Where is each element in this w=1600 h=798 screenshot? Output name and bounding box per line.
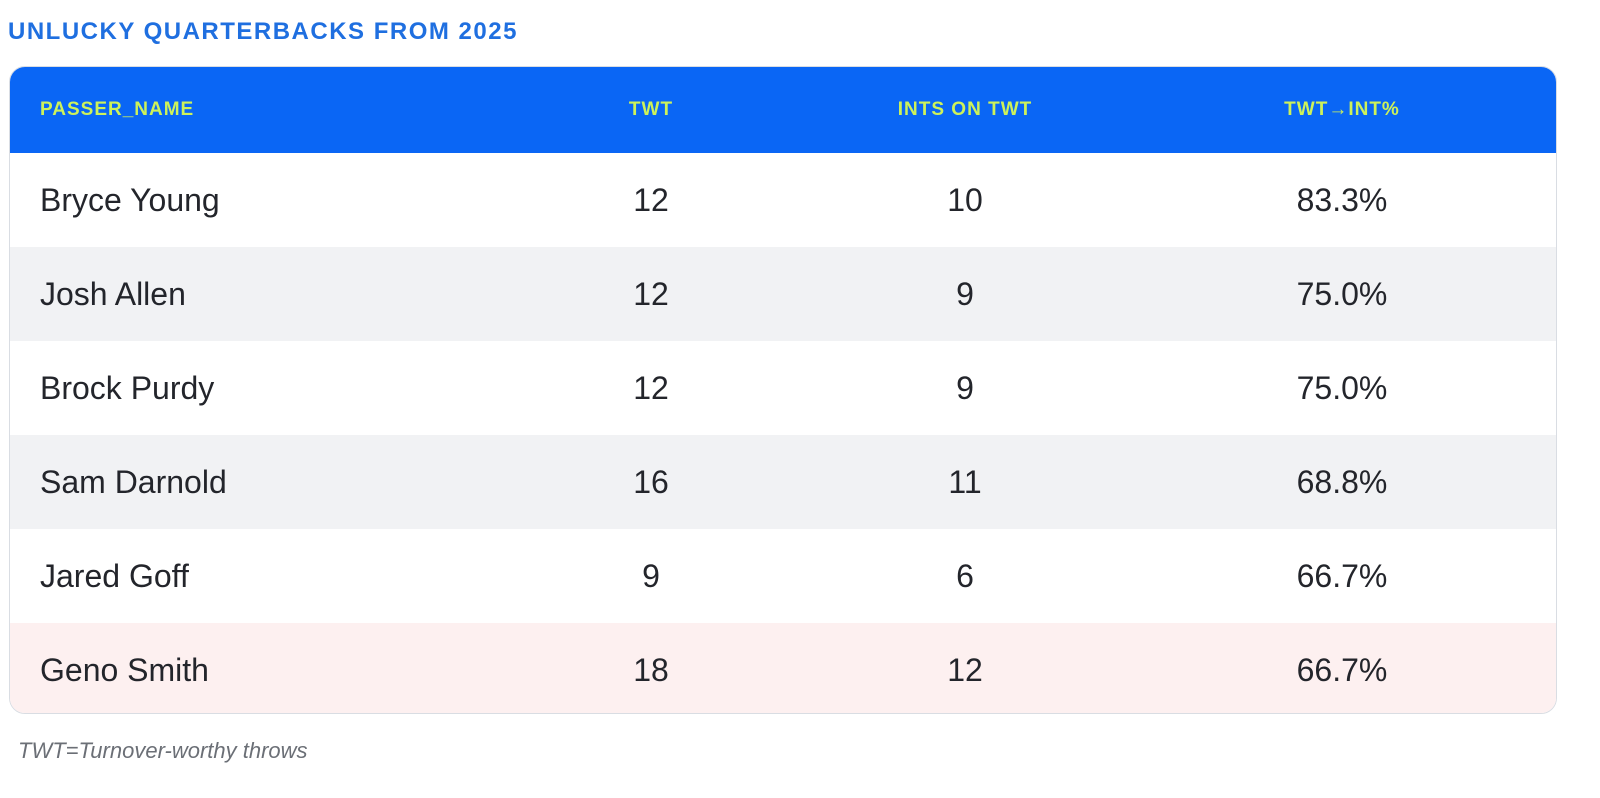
table-row: Jared Goff 9 6 66.7% bbox=[10, 529, 1556, 623]
cell-twt-int-pct: 75.0% bbox=[1296, 275, 1388, 312]
table-row: Bryce Young 12 10 83.3% bbox=[10, 153, 1556, 247]
cell-ints-on-twt: 6 bbox=[956, 557, 974, 594]
table-row: Brock Purdy 12 9 75.0% bbox=[10, 341, 1556, 435]
data-table: PASSER_NAME TWT INTS ON TWT TWT→INT% Bry… bbox=[10, 67, 1556, 713]
column-header-twt-int-pct: TWT→INT% bbox=[1284, 99, 1400, 120]
data-table-card: PASSER_NAME TWT INTS ON TWT TWT→INT% Bry… bbox=[9, 66, 1557, 714]
cell-ints-on-twt: 12 bbox=[947, 651, 983, 688]
cell-passer-name: Brock Purdy bbox=[40, 369, 215, 406]
cell-twt-int-pct: 66.7% bbox=[1296, 557, 1388, 594]
cell-passer-name: Sam Darnold bbox=[40, 463, 227, 500]
column-header-ints-on-twt: INTS ON TWT bbox=[897, 99, 1033, 120]
cell-ints-on-twt: 9 bbox=[956, 275, 974, 312]
cell-ints-on-twt: 11 bbox=[948, 463, 982, 500]
cell-passer-name: Jared Goff bbox=[40, 557, 189, 594]
chart-title: UNLUCKY QUARTERBACKS FROM 2025 bbox=[8, 18, 518, 45]
cell-twt: 9 bbox=[642, 557, 660, 594]
cell-passer-name: Bryce Young bbox=[40, 181, 220, 218]
table-row-highlighted: Geno Smith 18 12 66.7% bbox=[10, 623, 1556, 713]
cell-twt: 12 bbox=[633, 181, 669, 218]
cell-twt: 18 bbox=[633, 651, 669, 688]
cell-passer-name: Geno Smith bbox=[40, 651, 209, 688]
column-header-twt: TWT bbox=[628, 99, 674, 120]
cell-ints-on-twt: 9 bbox=[956, 369, 974, 406]
column-header-passer-name: PASSER_NAME bbox=[40, 99, 195, 120]
cell-passer-name: Josh Allen bbox=[40, 275, 186, 312]
cell-twt-int-pct: 83.3% bbox=[1296, 181, 1388, 218]
table-header-row: PASSER_NAME TWT INTS ON TWT TWT→INT% bbox=[10, 67, 1556, 153]
table-row: Josh Allen 12 9 75.0% bbox=[10, 247, 1556, 341]
cell-twt-int-pct: 68.8% bbox=[1296, 463, 1388, 500]
cell-ints-on-twt: 10 bbox=[947, 181, 983, 218]
cell-twt-int-pct: 66.7% bbox=[1296, 651, 1388, 688]
table-row: Sam Darnold 16 11 68.8% bbox=[10, 435, 1556, 529]
cell-twt: 12 bbox=[633, 369, 669, 406]
cell-twt: 12 bbox=[633, 275, 669, 312]
cell-twt: 16 bbox=[633, 463, 669, 500]
cell-twt-int-pct: 75.0% bbox=[1296, 369, 1388, 406]
footnote: TWT=Turnover-worthy throws bbox=[18, 738, 308, 763]
